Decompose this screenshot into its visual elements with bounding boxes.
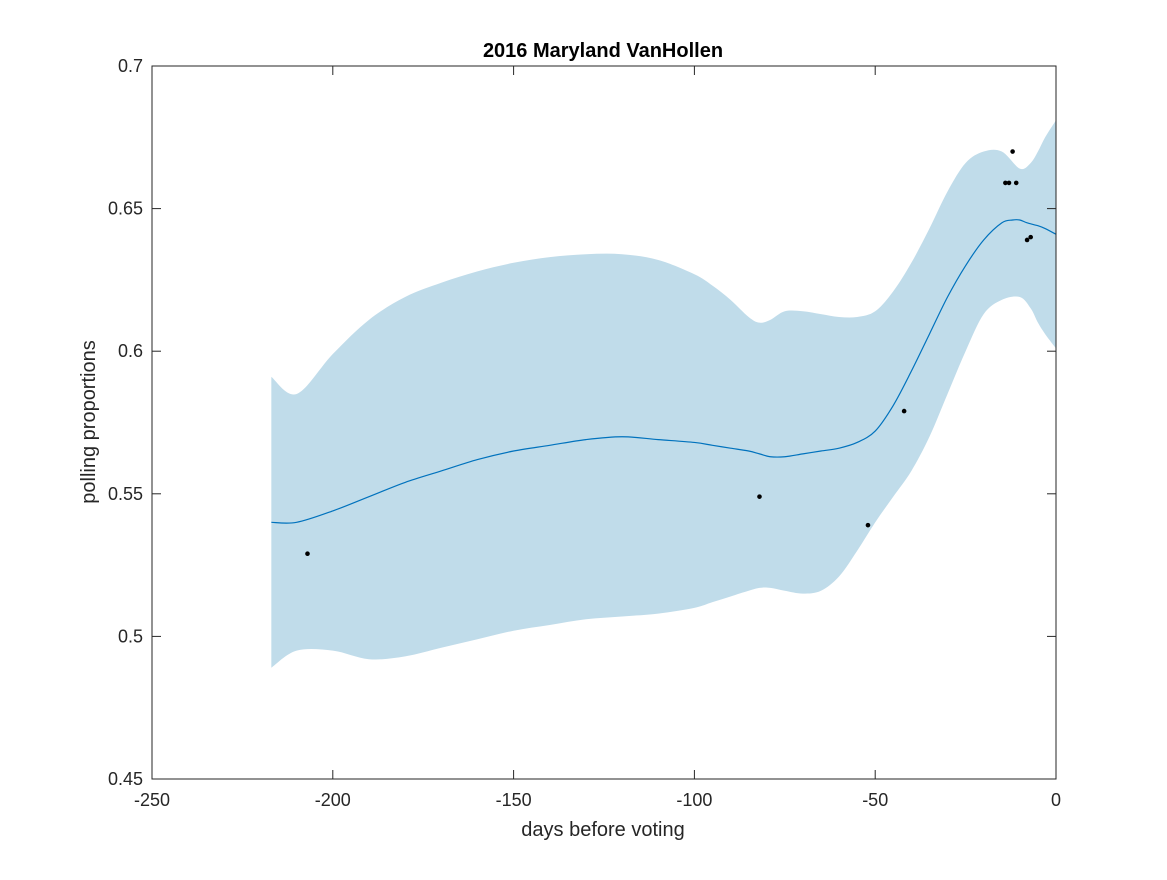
chart-title: 2016 Maryland VanHollen <box>483 40 723 62</box>
x-tick-label: -200 <box>315 790 351 810</box>
poll-point <box>1028 234 1033 240</box>
y-tick-label: 0.7 <box>118 56 143 76</box>
axes: -250 -200 -150 -100 -50 0 0.45 0.5 0.55 0.6 0.65 0.… <box>108 56 1061 810</box>
y-tick-label: 0.5 <box>118 626 143 646</box>
poll-point <box>757 494 762 499</box>
poll-point <box>865 522 871 528</box>
x-tick-label: -150 <box>496 790 532 810</box>
confidence-band <box>271 120 1057 668</box>
axes-box <box>151 65 1057 780</box>
poll-point <box>1010 149 1015 154</box>
poll-point <box>1013 180 1019 186</box>
x-tick-label: -100 <box>676 790 712 810</box>
y-tick-label: 0.65 <box>108 199 143 219</box>
poll-point <box>1006 180 1012 186</box>
poll-point <box>1024 237 1030 243</box>
y-tick-label: 0.45 <box>108 769 143 789</box>
trend-line <box>271 219 1057 524</box>
x-axis-label: days before voting <box>521 819 684 841</box>
y-tick-label: 0.6 <box>118 341 143 361</box>
y-tick-label: 0.55 <box>108 484 143 504</box>
x-tick-label: -50 <box>862 790 888 810</box>
poll-point <box>901 408 907 414</box>
x-tick-label: -250 <box>134 790 170 810</box>
y-axis-label: polling proportions <box>78 340 100 503</box>
x-tick-label: 0 <box>1051 790 1061 810</box>
poll-point <box>305 551 310 556</box>
plot-area <box>271 120 1057 668</box>
poll-point <box>1003 180 1008 186</box>
